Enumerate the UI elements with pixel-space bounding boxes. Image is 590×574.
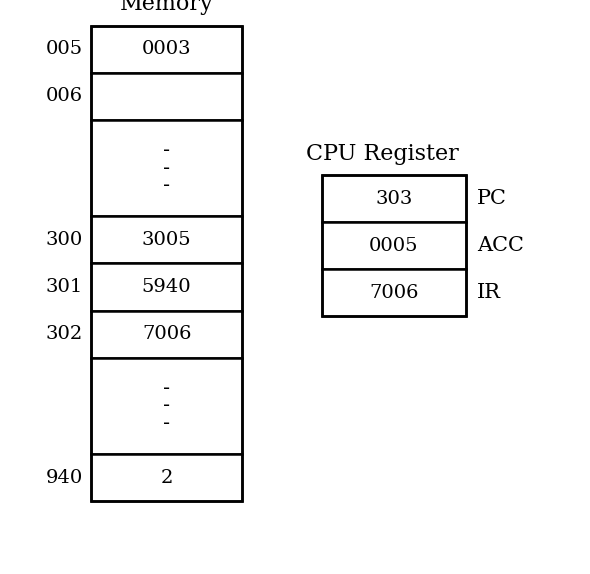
Bar <box>91 26 242 73</box>
Text: 302: 302 <box>45 325 83 343</box>
Bar <box>322 175 466 316</box>
Bar <box>322 269 466 316</box>
Text: -: - <box>163 158 171 178</box>
Text: -: - <box>163 396 171 416</box>
Text: -: - <box>163 379 171 398</box>
Text: 005: 005 <box>45 40 83 59</box>
Text: 7006: 7006 <box>142 325 191 343</box>
Text: CPU Register: CPU Register <box>306 143 458 165</box>
Text: 2: 2 <box>160 468 173 487</box>
Text: IR: IR <box>477 283 501 302</box>
Bar <box>91 26 242 501</box>
Bar <box>91 120 242 216</box>
Text: -: - <box>163 176 171 195</box>
Text: -: - <box>163 141 171 161</box>
Text: PC: PC <box>477 189 507 208</box>
Text: 303: 303 <box>375 189 412 208</box>
Text: 301: 301 <box>45 278 83 296</box>
Text: 0005: 0005 <box>369 236 418 255</box>
Bar <box>91 311 242 358</box>
Text: 006: 006 <box>45 87 83 106</box>
Bar <box>91 216 242 263</box>
Text: 5940: 5940 <box>142 278 192 296</box>
Text: Memory: Memory <box>120 0 214 15</box>
Text: -: - <box>163 413 171 433</box>
Text: 0003: 0003 <box>142 40 192 59</box>
Bar <box>91 263 242 311</box>
Text: 3005: 3005 <box>142 231 192 249</box>
Bar <box>91 73 242 120</box>
Text: 940: 940 <box>45 468 83 487</box>
Bar <box>91 454 242 501</box>
Bar <box>322 222 466 269</box>
Text: ACC: ACC <box>477 236 523 255</box>
Text: 7006: 7006 <box>369 284 418 302</box>
Bar <box>91 358 242 454</box>
Bar <box>322 175 466 222</box>
Text: 300: 300 <box>45 231 83 249</box>
